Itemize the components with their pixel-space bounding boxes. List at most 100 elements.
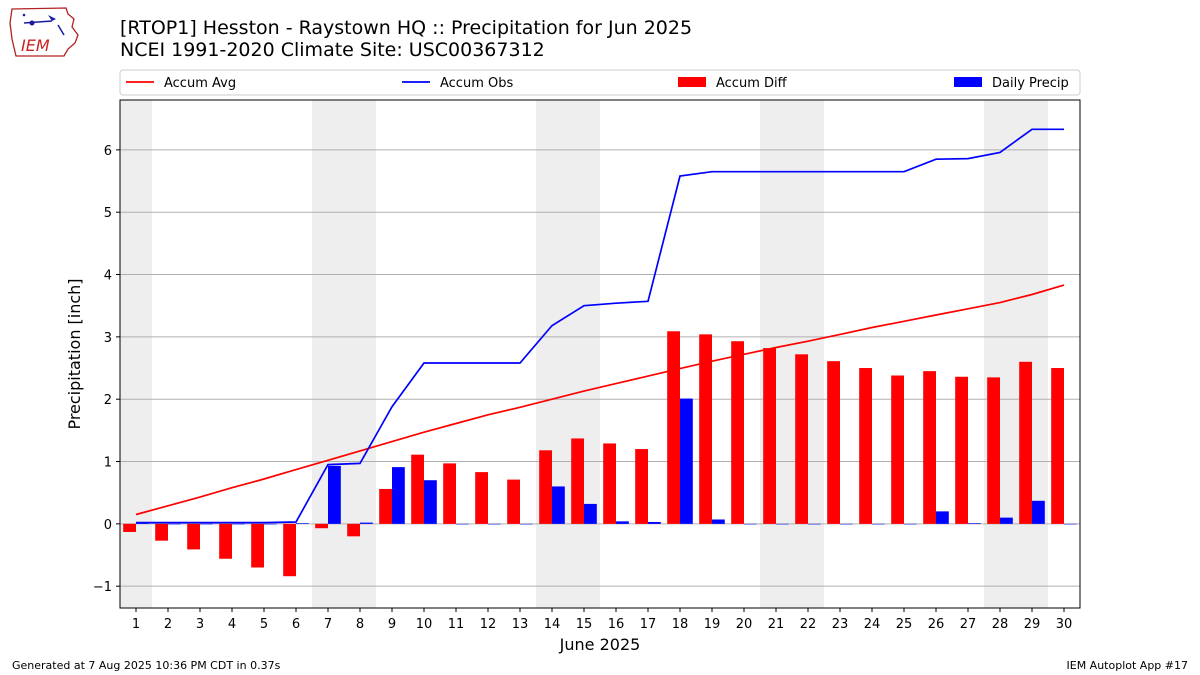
weekend-shade-day-28	[984, 100, 1016, 608]
accum-obs-line	[136, 128, 1064, 524]
daily-precip-bar	[840, 523, 853, 525]
accum-diff-bar	[955, 376, 968, 524]
x-tick-label: 6	[292, 617, 300, 632]
legend: Accum Avg Accum Obs Accum Diff Daily Precip	[119, 69, 1081, 96]
accum-diff-bar	[379, 488, 392, 524]
daily-precip-bar	[520, 523, 533, 525]
legend-label-accum-avg: Accum Avg	[164, 76, 236, 91]
weekend-shade-day-15	[568, 100, 600, 608]
daily-precip-bar	[456, 523, 469, 525]
accum-diff-bar	[891, 375, 904, 524]
accum-diff-bar	[667, 331, 680, 524]
plot-frame	[119, 99, 1081, 609]
x-tick-label: 24	[864, 617, 881, 632]
daily-precip-bar	[1064, 523, 1077, 525]
daily-precip-bar	[872, 523, 885, 525]
y-axis-label: Precipitation [inch]	[65, 278, 84, 429]
y-tick-label: 4	[104, 269, 112, 284]
accum-diff-bar	[603, 443, 616, 524]
x-tick-label: 26	[928, 617, 945, 632]
accum-diff-bar	[219, 523, 232, 559]
daily-precip-bar	[680, 398, 693, 524]
iem-logo: IEM	[8, 5, 80, 59]
bars	[123, 331, 1077, 577]
daily-precip-bar	[904, 523, 917, 525]
accum-diff-bar	[827, 361, 840, 524]
y-tick-label: 0	[104, 518, 112, 533]
weekend-shade-day-22	[792, 100, 824, 608]
legend-label-accum-obs: Accum Obs	[440, 76, 513, 91]
daily-precip-bar	[296, 523, 309, 524]
iem-logo-icon: IEM	[9, 7, 79, 57]
x-tick-label: 19	[704, 617, 721, 632]
daily-precip-bar	[1032, 500, 1045, 524]
x-tick-label: 14	[544, 617, 561, 632]
legend-label-accum-diff: Accum Diff	[716, 76, 788, 91]
x-tick-label: 4	[228, 617, 236, 632]
accum-diff-bar	[507, 479, 520, 524]
x-tick-label: 30	[1056, 617, 1073, 632]
accum-diff-bar	[859, 368, 872, 524]
daily-precip-bar	[264, 523, 277, 525]
legend-box	[119, 69, 1081, 96]
accum-diff-bar	[1051, 368, 1064, 524]
x-tick-label: 17	[640, 617, 657, 632]
x-tick-label: 12	[480, 617, 497, 632]
x-tick-label: 3	[196, 617, 204, 632]
accum-diff-bar	[539, 450, 552, 524]
lines	[135, 128, 1065, 524]
daily-precip-bar	[392, 467, 405, 524]
daily-precip-bar	[1000, 517, 1013, 524]
footer-app: IEM Autoplot App #17	[1066, 659, 1189, 672]
x-tick-label: 22	[800, 617, 817, 632]
accum-diff-bar	[123, 523, 136, 532]
x-tick-label: 29	[1024, 617, 1041, 632]
accum-diff-bar	[315, 523, 328, 529]
daily-precip-bar	[424, 480, 437, 524]
y-tick-label: −1	[93, 580, 112, 595]
accum-diff-bar	[187, 523, 200, 550]
x-tick-label: 5	[260, 617, 268, 632]
daily-precip-bar	[936, 511, 949, 524]
daily-precip-bar	[616, 521, 629, 524]
weekend-shade-day-29	[1016, 100, 1048, 608]
grid	[120, 149, 1080, 587]
accum-diff-bar	[699, 334, 712, 524]
accum-diff-bar	[795, 354, 808, 524]
accum-diff-bar	[443, 463, 456, 524]
x-tick-label: 1	[132, 617, 140, 632]
chart-title: [RTOP1] Hesston - Raystown HQ :: Precipi…	[120, 17, 693, 39]
y-tick-label: 6	[104, 144, 112, 159]
x-tick-label: 18	[672, 617, 689, 632]
accum-diff-bar	[635, 449, 648, 524]
legend-swatch-daily-precip	[954, 77, 982, 87]
x-tick-label: 8	[356, 617, 364, 632]
daily-precip-bar	[744, 523, 757, 525]
accum-diff-bar	[571, 438, 584, 524]
accum-diff-bar	[475, 472, 488, 524]
x-tick-label: 28	[992, 617, 1009, 632]
x-tick-label: 16	[608, 617, 625, 632]
x-tick-label: 10	[416, 617, 433, 632]
x-tick-label: 23	[832, 617, 849, 632]
accum-diff-bar	[155, 523, 168, 541]
accum-diff-bar	[987, 377, 1000, 524]
chart-subtitle: NCEI 1991-2020 Climate Site: USC00367312	[120, 39, 545, 61]
x-tick-label: 21	[768, 617, 785, 632]
x-tick-label: 11	[448, 617, 465, 632]
x-tick-label: 27	[960, 617, 977, 632]
weekend-shade-day-14	[536, 100, 568, 608]
accum-diff-bar	[1019, 361, 1032, 524]
weekend-shade-day-7	[312, 100, 344, 608]
daily-precip-bar	[712, 519, 725, 524]
daily-precip-bar	[584, 503, 597, 524]
daily-precip-bar	[232, 523, 245, 525]
accum-avg-line	[135, 284, 1065, 516]
daily-precip-bar	[776, 523, 789, 525]
daily-precip-bar	[360, 522, 373, 524]
accum-diff-bar	[923, 371, 936, 524]
x-tick-label: 13	[512, 617, 529, 632]
accum-diff-bar	[347, 523, 360, 537]
daily-precip-bar	[168, 523, 181, 525]
accum-diff-bar	[251, 523, 264, 568]
